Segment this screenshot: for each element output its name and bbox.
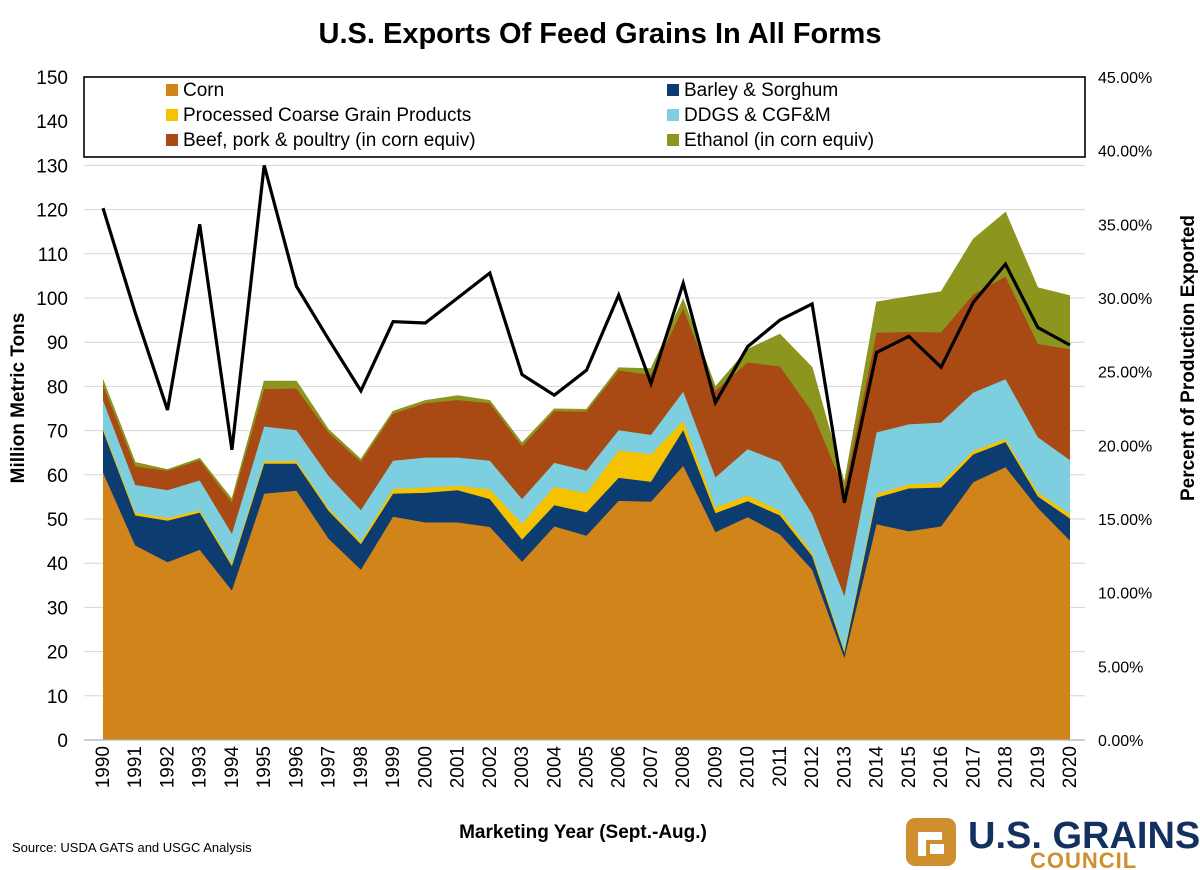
usgc-logo: U.S. GRAINS COUNCIL bbox=[906, 815, 1200, 870]
x-tick-label: 1997 bbox=[319, 746, 340, 788]
legend-label-ethanol-in-corn-equiv: Ethanol (in corn equiv) bbox=[684, 130, 874, 151]
stacked-areas bbox=[102, 211, 1071, 740]
x-tick-label: 2007 bbox=[641, 746, 662, 788]
y2-tick-label: 35.00% bbox=[1098, 217, 1152, 234]
x-tick-label: 1999 bbox=[383, 746, 404, 788]
x-tick-labels: 1990 1991 1992 1993 1994 1995 1996 1997 1998 1999… bbox=[93, 746, 1081, 789]
y2-tick-labels: 0.00% 5.00% 10.00% 15.00% 20.00% 25.00% 30.00%… bbox=[1098, 70, 1152, 750]
chart-title: U.S. Exports Of Feed Grains In All Forms bbox=[319, 18, 882, 50]
x-tick-label: 1994 bbox=[222, 746, 243, 789]
x-tick-label: 1990 bbox=[93, 746, 114, 788]
x-tick-label: 1996 bbox=[286, 746, 307, 788]
y-tick-label: 120 bbox=[36, 201, 68, 222]
x-tick-label: 2001 bbox=[448, 746, 469, 788]
logo-glyph-icon bbox=[918, 832, 944, 856]
area-edge-ethanol-in-corn-equiv bbox=[102, 211, 1071, 500]
y2-tick-label: 0.00% bbox=[1098, 733, 1143, 750]
y-tick-labels: 0 10 20 30 40 50 60 70 80 90 100 110 120 130 140 150 bbox=[36, 68, 68, 752]
x-tick-label: 1992 bbox=[157, 746, 178, 788]
x-tick-label: 2003 bbox=[512, 746, 533, 788]
x-tick-label: 2019 bbox=[1028, 746, 1049, 788]
legend-label-beef-pork-poultry-in-corn-equiv: Beef, pork & poultry (in corn equiv) bbox=[183, 130, 476, 151]
legend: Corn Barley & Sorghum Processed Coarse Gra… bbox=[166, 80, 874, 151]
x-tick-label: 2020 bbox=[1060, 746, 1081, 788]
legend-swatch-ethanol-in-corn-equiv bbox=[667, 134, 679, 146]
y-tick-label: 140 bbox=[36, 112, 68, 133]
logo-name: U.S. GRAINS bbox=[968, 815, 1200, 857]
area-beef-pork-poultry-in-corn-equiv bbox=[103, 276, 1070, 597]
x-tick-label: 2012 bbox=[802, 746, 823, 788]
legend-swatch-processed-coarse-grain-products bbox=[166, 109, 178, 121]
legend-swatch-ddgs-cgf-m bbox=[667, 109, 679, 121]
y-tick-label: 60 bbox=[47, 466, 68, 487]
area-ethanol-in-corn-equiv bbox=[103, 212, 1070, 503]
area-ddgs-cgf-m bbox=[103, 379, 1070, 651]
y-tick-label: 10 bbox=[47, 687, 68, 708]
x-tick-label: 2009 bbox=[705, 746, 726, 788]
area-corn bbox=[103, 466, 1070, 740]
y-tick-label: 70 bbox=[47, 422, 68, 443]
source-note: Source: USDA GATS and USGC Analysis bbox=[12, 840, 252, 855]
x-tick-label: 2004 bbox=[544, 746, 565, 789]
x-tick-label: 2016 bbox=[931, 746, 952, 788]
x-tick-label: 2015 bbox=[899, 746, 920, 788]
legend-label-processed-coarse-grain-products: Processed Coarse Grain Products bbox=[183, 105, 471, 126]
legend-swatch-corn bbox=[166, 84, 178, 96]
legend-label-ddgs-cgf-m: DDGS & CGF&M bbox=[684, 105, 831, 126]
x-tick-label: 2013 bbox=[834, 746, 855, 788]
y-axis-title: Million Metric Tons bbox=[8, 313, 29, 484]
x-tick-label: 2010 bbox=[738, 746, 759, 788]
x-tick-label: 2011 bbox=[770, 746, 791, 787]
y-tick-label: 0 bbox=[57, 731, 68, 752]
x-tick-label: 1991 bbox=[125, 746, 146, 788]
logo-subname: COUNCIL bbox=[1030, 848, 1137, 870]
y-tick-label: 40 bbox=[47, 554, 68, 575]
percent-exported-line bbox=[101, 164, 1071, 504]
x-tick-label: 1998 bbox=[351, 746, 372, 788]
x-tick-label: 2008 bbox=[673, 746, 694, 788]
y2-tick-label: 20.00% bbox=[1098, 438, 1152, 455]
x-axis-title: Marketing Year (Sept.-Aug.) bbox=[459, 822, 707, 843]
x-tick-label: 2018 bbox=[996, 746, 1017, 788]
y2-tick-label: 25.00% bbox=[1098, 365, 1152, 382]
y-tick-label: 80 bbox=[47, 377, 68, 398]
x-tick-label: 2014 bbox=[867, 746, 888, 789]
x-tick-label: 2002 bbox=[480, 746, 501, 788]
legend-swatch-beef-pork-poultry-in-corn-equiv bbox=[166, 134, 178, 146]
y2-tick-label: 15.00% bbox=[1098, 512, 1152, 529]
y-tick-label: 20 bbox=[47, 643, 68, 664]
y-tick-label: 30 bbox=[47, 598, 68, 619]
y-tick-label: 90 bbox=[47, 333, 68, 354]
y2-tick-label: 30.00% bbox=[1098, 291, 1152, 308]
y-tick-label: 100 bbox=[36, 289, 68, 310]
y2-axis-title: Percent of Production Exported bbox=[1178, 215, 1199, 501]
y2-tick-label: 10.00% bbox=[1098, 586, 1152, 603]
y2-tick-label: 5.00% bbox=[1098, 659, 1143, 676]
legend-label-corn: Corn bbox=[183, 80, 224, 101]
x-tick-label: 2000 bbox=[415, 746, 436, 788]
logo-mark-icon bbox=[906, 818, 956, 866]
y-tick-label: 130 bbox=[36, 156, 68, 177]
y-tick-label: 150 bbox=[36, 68, 68, 89]
legend-swatch-barley-sorghum bbox=[667, 84, 679, 96]
y2-tick-label: 40.00% bbox=[1098, 144, 1152, 161]
percent-line bbox=[101, 164, 1071, 504]
y2-tick-label: 45.00% bbox=[1098, 70, 1152, 87]
y-tick-label: 50 bbox=[47, 510, 68, 531]
y-tick-label: 110 bbox=[38, 245, 68, 266]
x-tick-label: 2006 bbox=[609, 746, 630, 788]
x-tick-label: 1993 bbox=[190, 746, 211, 788]
legend-box bbox=[83, 76, 1086, 158]
x-tick-label: 1995 bbox=[254, 746, 275, 788]
x-tick-label: 2017 bbox=[963, 746, 984, 788]
x-tick-label: 2005 bbox=[577, 746, 598, 788]
legend-label-barley-sorghum: Barley & Sorghum bbox=[684, 80, 838, 101]
